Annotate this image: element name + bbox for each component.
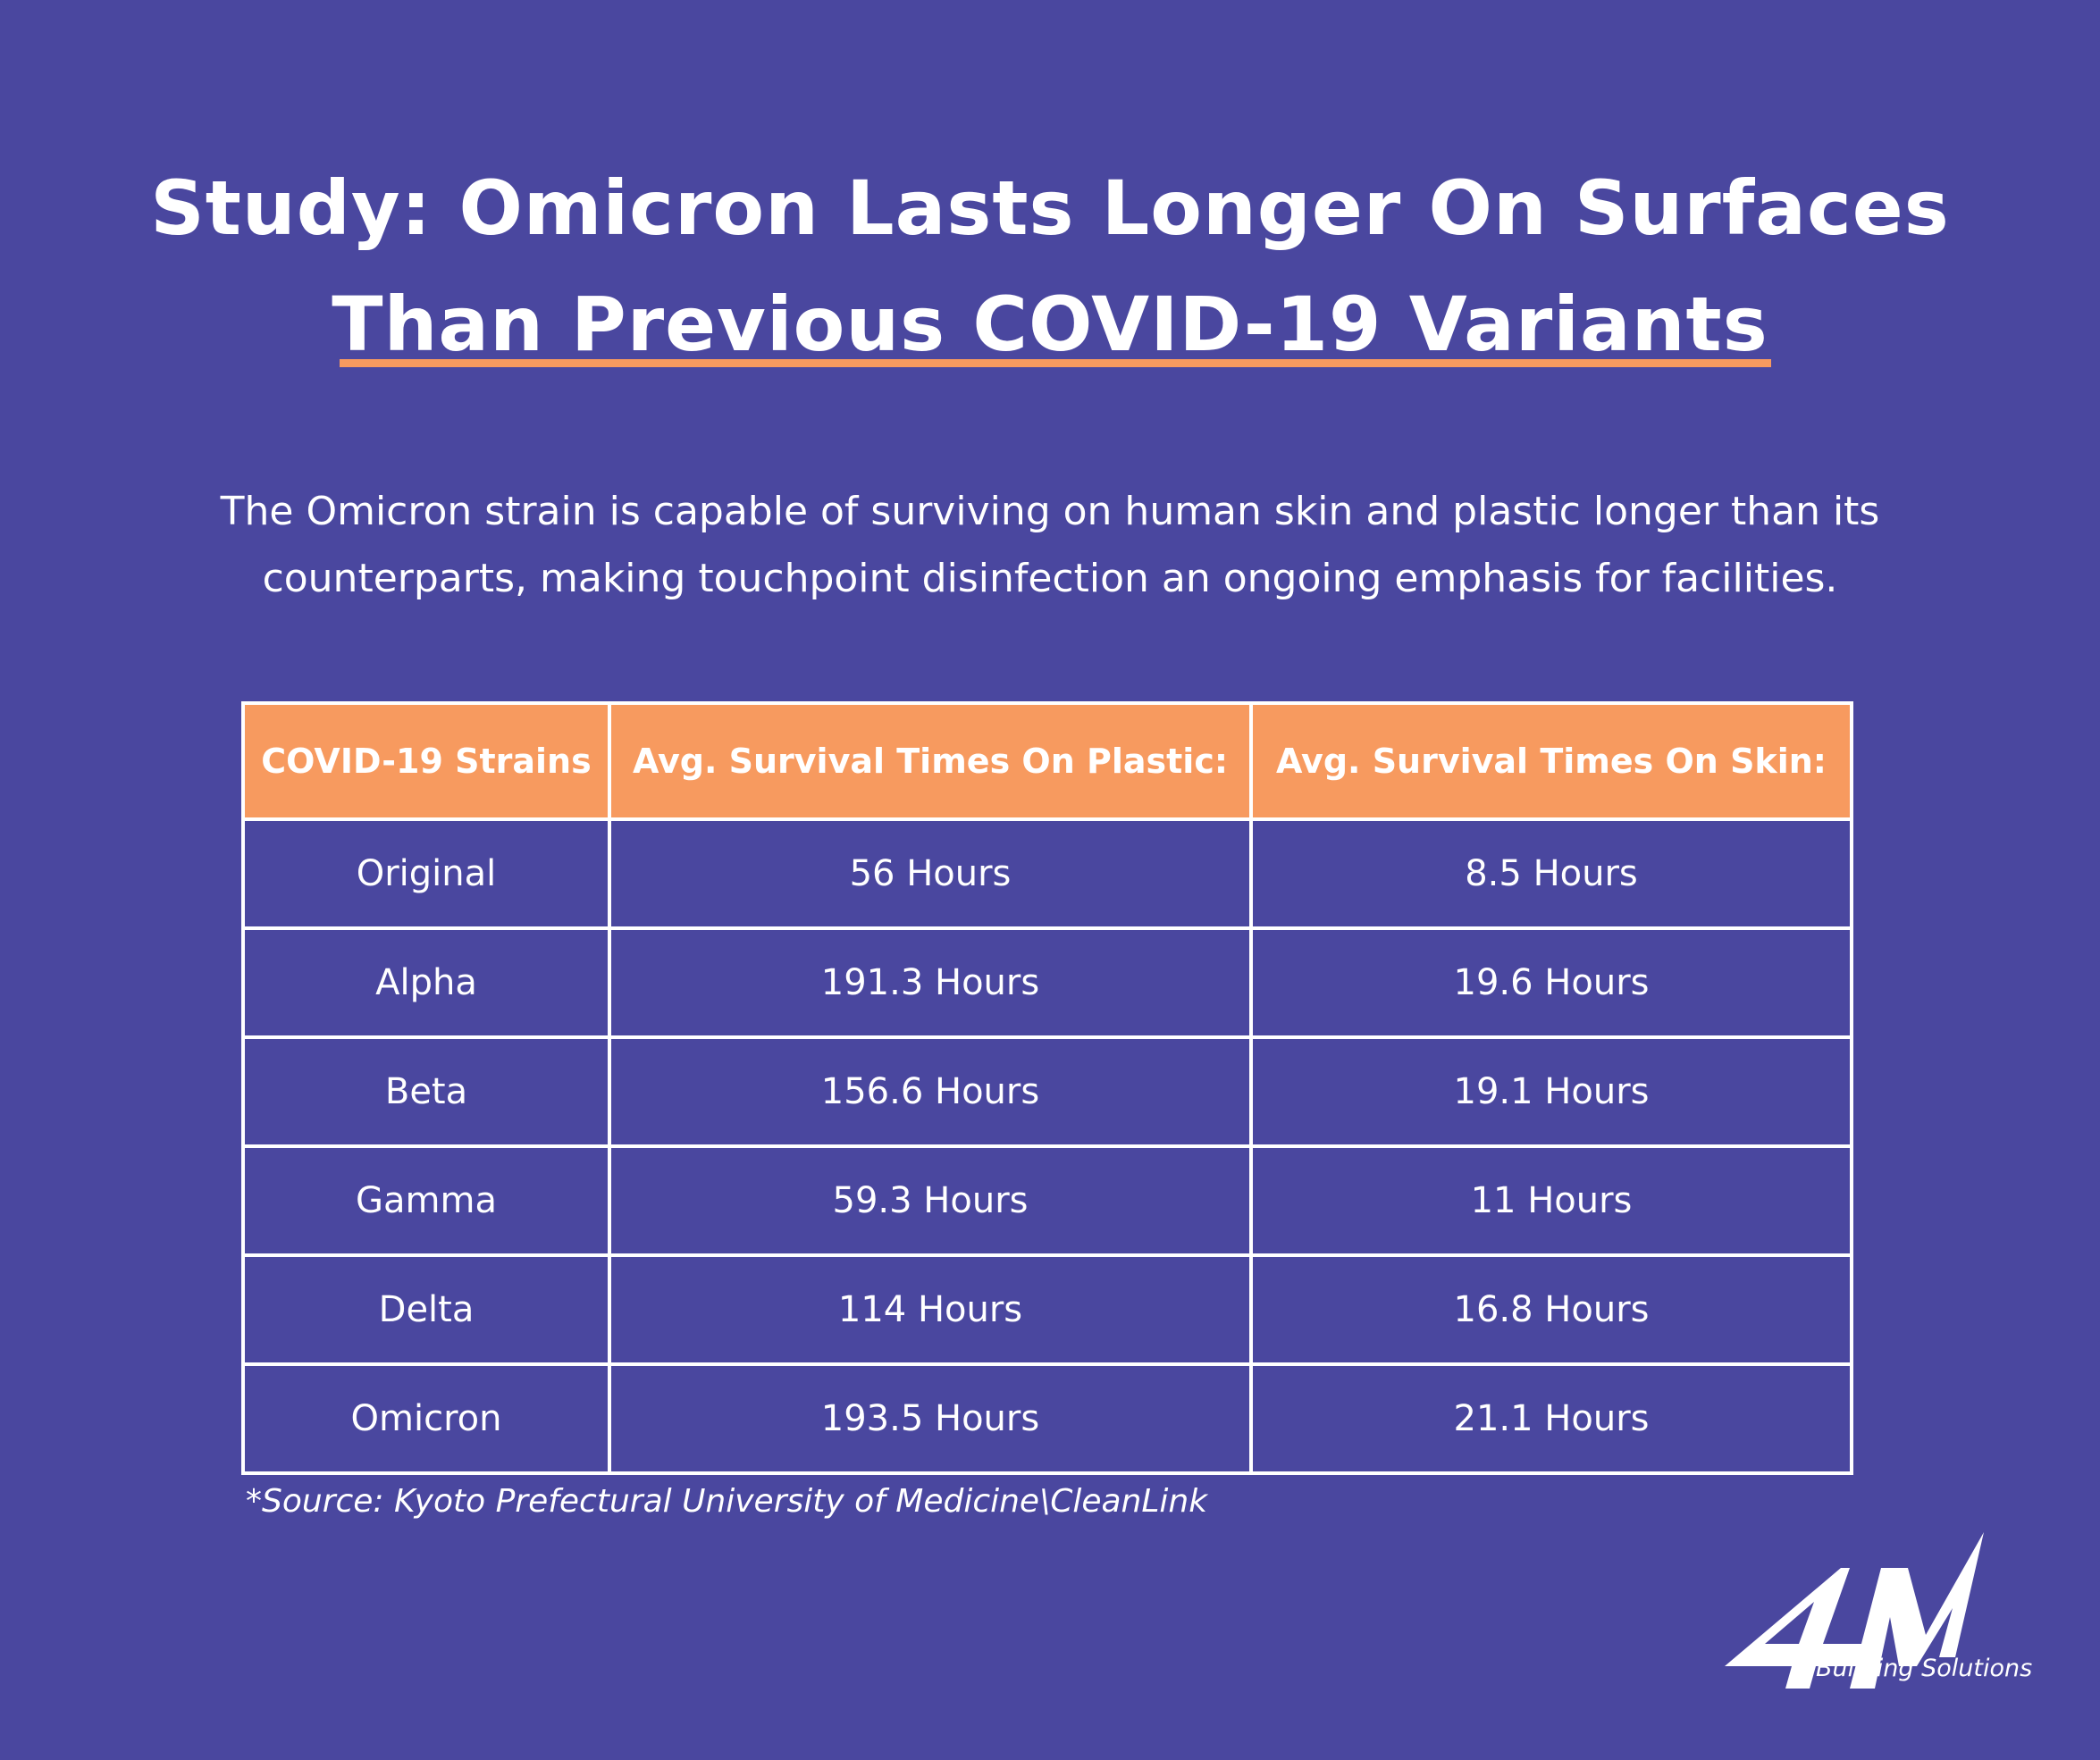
subtitle: The Omicron strain is capable of survivi… (0, 478, 2100, 612)
strain-cell: Delta (241, 1253, 611, 1366)
strain-cell: Omicron (241, 1362, 611, 1475)
skin-cell: 8.5 Hours (1249, 817, 1853, 930)
header-strains: COVID-19 Strains (241, 701, 611, 821)
table-row: Alpha 191.3 Hours 19.6 Hours (241, 926, 1853, 1039)
strain-cell: Gamma (241, 1144, 611, 1257)
plastic-cell: 59.3 Hours (608, 1144, 1253, 1257)
table-row: Original 56 Hours 8.5 Hours (241, 817, 1853, 930)
plastic-cell: 191.3 Hours (608, 926, 1253, 1039)
strain-cell: Alpha (241, 926, 611, 1039)
table-row: Beta 156.6 Hours 19.1 Hours (241, 1035, 1853, 1148)
skin-cell: 19.1 Hours (1249, 1035, 1853, 1148)
subtitle-line-1: The Omicron strain is capable of survivi… (220, 489, 1880, 534)
skin-cell: 21.1 Hours (1249, 1362, 1853, 1475)
logo-four-cutout (1765, 1602, 1814, 1644)
header-plastic: Avg. Survival Times On Plastic: (608, 701, 1253, 821)
survival-times-table: COVID-19 Strains Avg. Survival Times On … (241, 701, 1853, 1475)
4m-logo (1725, 1532, 1984, 1689)
header-skin: Avg. Survival Times On Skin: (1249, 701, 1853, 821)
plastic-cell: 114 Hours (608, 1253, 1253, 1366)
subtitle-line-2: counterparts, making touchpoint disinfec… (262, 556, 1838, 601)
page-title: Study: Omicron Lasts Longer On Surfaces … (0, 150, 2100, 382)
logo-m-shape (1850, 1532, 1984, 1689)
title-underline (340, 359, 1771, 367)
title-line-1: Study: Omicron Lasts Longer On Surfaces (150, 164, 1950, 252)
plastic-cell: 56 Hours (608, 817, 1253, 930)
plastic-cell: 193.5 Hours (608, 1362, 1253, 1475)
plastic-cell: 156.6 Hours (608, 1035, 1253, 1148)
table-row: Delta 114 Hours 16.8 Hours (241, 1253, 1853, 1366)
logo-tagline: Building Solutions (1816, 1655, 2033, 1682)
source-citation: *Source: Kyoto Prefectural University of… (246, 1483, 1208, 1520)
strain-cell: Original (241, 817, 611, 930)
table-header-row: COVID-19 Strains Avg. Survival Times On … (241, 701, 1853, 821)
skin-cell: 16.8 Hours (1249, 1253, 1853, 1366)
table-row: Omicron 193.5 Hours 21.1 Hours (241, 1362, 1853, 1475)
strain-cell: Beta (241, 1035, 611, 1148)
skin-cell: 19.6 Hours (1249, 926, 1853, 1039)
title-line-2: Than Previous COVID-19 Variants (332, 281, 1768, 368)
table-row: Gamma 59.3 Hours 11 Hours (241, 1144, 1853, 1257)
skin-cell: 11 Hours (1249, 1144, 1853, 1257)
